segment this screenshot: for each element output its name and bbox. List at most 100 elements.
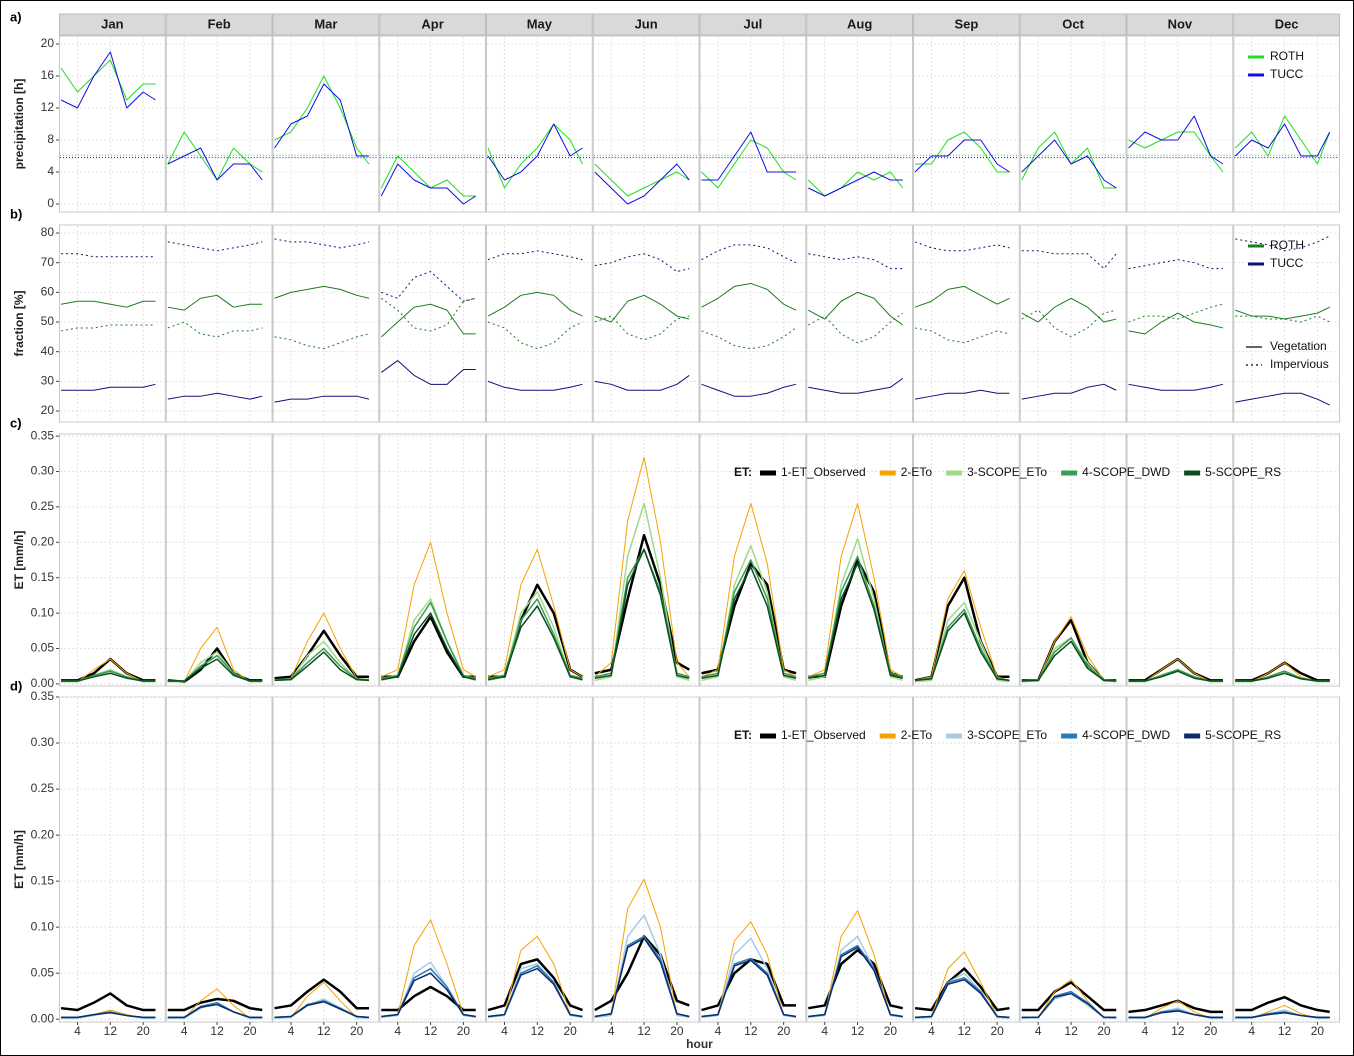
legend-label: 2-ETo: [901, 465, 933, 479]
facet-label: Jul: [743, 16, 762, 31]
data-line: [914, 389, 1010, 400]
x-tick-label: 12: [958, 1024, 972, 1038]
data-line: [808, 562, 903, 679]
x-tick-label: 12: [1278, 1024, 1292, 1038]
data-line: [167, 392, 263, 400]
y-tick-label: 0.35: [31, 428, 55, 442]
facet-label: Mar: [314, 16, 337, 31]
data-line: [1128, 1010, 1223, 1019]
y-tick-label: 0.20: [31, 827, 55, 841]
data-line: [1021, 640, 1117, 682]
data-line: [274, 75, 370, 165]
data-line: [915, 978, 1010, 1019]
facet-strip: [59, 13, 166, 36]
panel: [1126, 224, 1234, 423]
data-line: [1128, 312, 1224, 335]
legend-label: 1-ET_Observed: [781, 728, 866, 742]
y-tick-label: 0.30: [31, 464, 55, 478]
x-tick-label: 12: [1064, 1024, 1078, 1038]
x-tick-label: 4: [608, 1024, 615, 1038]
legend-label: 3-SCOPE_ETo: [967, 728, 1047, 742]
data-line: [274, 998, 370, 1020]
data-line: [60, 992, 156, 1012]
data-line: [274, 238, 370, 249]
panel-label: a): [10, 9, 22, 24]
facet-label: Nov: [1168, 16, 1193, 31]
data-line: [61, 253, 156, 258]
data-line: [487, 967, 583, 1018]
y-tick-label: 16: [41, 68, 55, 82]
data-line: [60, 300, 156, 308]
y-tick-label: 0.25: [31, 499, 55, 513]
y-tick-label: 80: [41, 225, 55, 239]
data-line: [1128, 303, 1224, 323]
data-line: [914, 285, 1010, 308]
panel: [165, 35, 273, 213]
legend-title: ET:: [734, 465, 752, 479]
facet-strip: [1233, 13, 1340, 36]
facet-strip: [592, 13, 700, 36]
data-line: [808, 171, 903, 197]
x-tick-label: 4: [74, 1024, 81, 1038]
data-line: [808, 946, 903, 1018]
facet-strip: [699, 13, 807, 36]
facet-label: Jan: [101, 16, 123, 31]
y-tick-label: 60: [41, 285, 55, 299]
data-line: [701, 383, 797, 397]
panel: [272, 224, 380, 423]
y-axis-title: fraction [%]: [12, 290, 26, 356]
y-tick-label: 0.15: [31, 873, 55, 887]
data-line: [381, 271, 476, 302]
x-tick-label: 4: [821, 1024, 828, 1038]
data-line: [1021, 383, 1117, 400]
legend-label: TUCC: [1270, 67, 1304, 81]
data-line: [381, 612, 476, 681]
legend-label: 5-SCOPE_RS: [1205, 728, 1281, 742]
x-tick-label: 12: [1171, 1024, 1185, 1038]
data-line: [380, 303, 476, 338]
data-line: [60, 51, 156, 109]
data-line: [274, 285, 370, 299]
data-line: [1235, 1009, 1330, 1020]
y-axis-title: ET [mm/h]: [12, 830, 26, 889]
facet-label: May: [527, 16, 553, 31]
x-tick-label: 20: [777, 1024, 791, 1038]
data-line: [167, 241, 263, 252]
data-line: [60, 59, 156, 101]
y-axis-title: precipitation [h]: [12, 79, 26, 170]
data-line: [274, 651, 370, 682]
data-line: [914, 967, 1010, 1012]
facet-strip: [1019, 13, 1127, 36]
data-line: [167, 294, 263, 311]
data-line: [274, 1001, 370, 1019]
data-line: [914, 612, 1010, 682]
data-line: [594, 163, 690, 205]
panel: [592, 224, 700, 423]
data-line: [381, 541, 476, 678]
facet-strip: [379, 13, 486, 36]
data-line: [1021, 250, 1117, 270]
data-line: [1235, 672, 1330, 682]
facet-strip: [165, 13, 273, 36]
data-line: [274, 978, 369, 1010]
data-line: [808, 291, 904, 326]
panel: [1126, 35, 1234, 213]
facet-label: Oct: [1062, 16, 1084, 31]
panel-label: d): [10, 678, 22, 693]
panel: [699, 224, 807, 423]
data-line: [594, 253, 690, 273]
y-tick-label: 0.10: [31, 605, 55, 619]
facet-strip: [913, 13, 1020, 36]
data-line: [381, 961, 476, 1019]
data-line: [487, 250, 583, 261]
x-tick-label: 12: [104, 1024, 118, 1038]
panel: [165, 224, 273, 423]
facet-label: Sep: [954, 16, 978, 31]
data-line: [487, 380, 583, 391]
x-tick-label: 4: [1248, 1024, 1255, 1038]
panel-label: c): [10, 415, 22, 430]
x-tick-label: 4: [1035, 1024, 1042, 1038]
x-tick-label: 12: [424, 1024, 438, 1038]
data-line: [701, 545, 797, 682]
y-tick-label: 0.30: [31, 735, 55, 749]
